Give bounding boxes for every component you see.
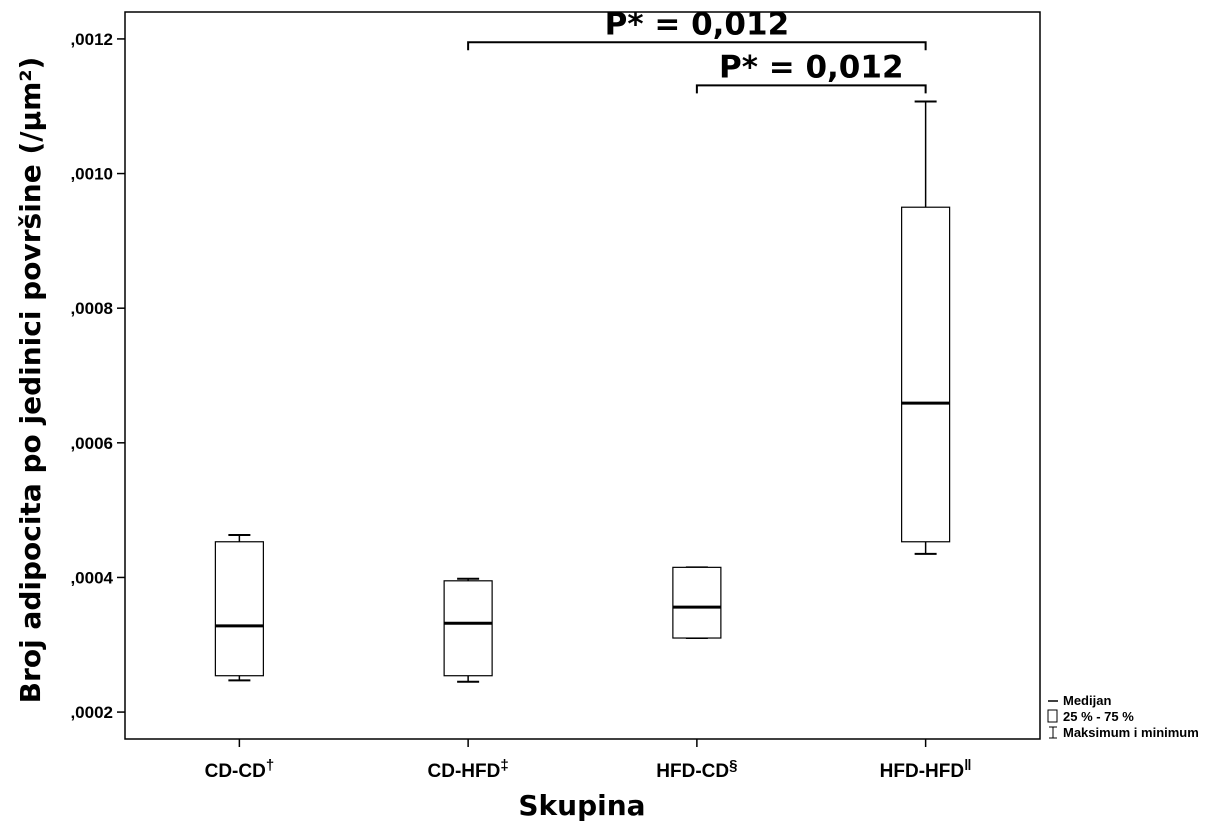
plot-area-frame bbox=[124, 11, 1041, 740]
y-tick-label: ,0010 bbox=[70, 165, 113, 184]
box-cd-cd bbox=[214, 534, 264, 682]
box-hfd-hfd bbox=[901, 100, 951, 555]
legend-box-symbol bbox=[1047, 709, 1058, 723]
x-axis: CD-CD† CD-HFD‡ HFD-CD§ HFD-HFDǁ bbox=[205, 739, 972, 782]
bracket-line bbox=[695, 84, 927, 94]
x-category-label: CD-CD† bbox=[205, 757, 275, 782]
y-tick-label: ,0002 bbox=[70, 703, 113, 722]
legend: Medijan 25 % - 75 % Maksimum i minimum bbox=[1047, 693, 1199, 740]
x-category-label: CD-HFD‡ bbox=[428, 757, 509, 782]
y-axis-title: Broj adipocita po jedinici površine (/µm… bbox=[14, 57, 47, 704]
p-value-label: P* = 0,012 bbox=[605, 6, 790, 42]
legend-label-box: 25 % - 75 % bbox=[1063, 709, 1134, 724]
significance-annotations: P* = 0,012 P* = 0,012 bbox=[467, 6, 927, 94]
x-category-label: HFD-CD§ bbox=[656, 757, 737, 782]
legend-label-whisker: Maksimum i minimum bbox=[1063, 725, 1199, 740]
legend-label-median: Medijan bbox=[1063, 693, 1111, 708]
y-axis: ,0002 ,0004 ,0006 ,0008 ,0010 ,0012 bbox=[70, 30, 125, 722]
box-hfd-cd bbox=[672, 566, 722, 640]
bracket-line bbox=[467, 41, 927, 51]
p-value-label: P* = 0,012 bbox=[719, 49, 904, 85]
y-tick-label: ,0012 bbox=[70, 30, 113, 49]
significance-bracket: P* = 0,012 bbox=[695, 49, 927, 94]
iqr-box bbox=[214, 541, 264, 677]
legend-whisker-symbol bbox=[1049, 726, 1057, 739]
y-tick-label: ,0006 bbox=[70, 434, 113, 453]
iqr-box bbox=[672, 566, 722, 639]
y-tick-label: ,0004 bbox=[70, 568, 113, 587]
significance-bracket: P* = 0,012 bbox=[467, 6, 927, 51]
iqr-box bbox=[443, 580, 493, 677]
x-axis-title: Skupina bbox=[518, 789, 645, 822]
iqr-box bbox=[901, 206, 951, 543]
boxes-group bbox=[214, 100, 951, 683]
box-cd-hfd bbox=[443, 577, 493, 683]
x-category-label: HFD-HFDǁ bbox=[880, 757, 972, 782]
y-tick-label: ,0008 bbox=[70, 299, 113, 318]
